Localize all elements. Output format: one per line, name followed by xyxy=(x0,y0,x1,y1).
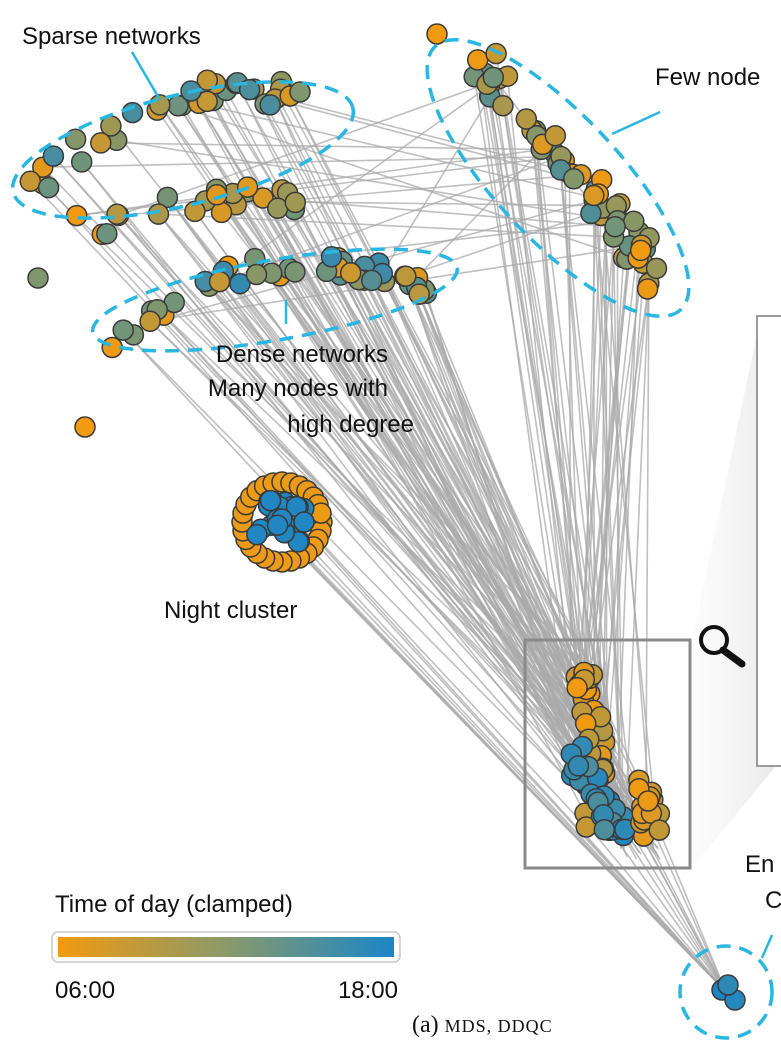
graph-node xyxy=(637,790,659,812)
graph-node xyxy=(284,191,307,214)
graph-node xyxy=(196,90,218,113)
graph-node xyxy=(648,819,671,841)
graph-node xyxy=(563,168,585,190)
graph-node xyxy=(426,23,448,45)
legend-max-label: 18:00 xyxy=(338,977,398,1004)
graph-node xyxy=(293,511,315,533)
graph-node xyxy=(717,974,739,996)
end-cluster-outline xyxy=(678,944,774,1040)
graph-node xyxy=(583,184,605,207)
graph-node xyxy=(604,215,626,238)
high-degree-label: high degree xyxy=(287,411,414,438)
end-cluster-label-1: En xyxy=(745,851,774,878)
few-nodes-outline xyxy=(425,37,691,319)
legend-title: Time of day (clamped) xyxy=(55,891,293,918)
zoom-callout xyxy=(690,315,781,870)
magnifier-icon xyxy=(699,625,746,668)
graph-node xyxy=(485,42,507,65)
graph-node xyxy=(636,278,659,300)
graph-node xyxy=(139,310,161,333)
graph-node xyxy=(339,262,362,284)
night-cluster-label: Night cluster xyxy=(164,597,297,624)
graph-node xyxy=(245,263,268,286)
node-layer xyxy=(19,23,746,1011)
many-nodes-label: Many nodes with xyxy=(208,375,388,402)
legend-min-label: 06:00 xyxy=(55,977,115,1004)
graph-node xyxy=(289,81,311,103)
graph-node xyxy=(360,269,383,292)
caption-prefix: (a) xyxy=(412,1012,445,1038)
legend-gradient-bar xyxy=(58,937,394,957)
caption-method: MDS, DDQC xyxy=(445,1016,553,1036)
graph-node xyxy=(90,132,112,154)
few-nodes-leader-line xyxy=(611,110,661,136)
graph-node xyxy=(37,176,60,199)
graph-node xyxy=(156,186,179,209)
graph-node xyxy=(395,265,417,287)
sparse-networks-outline xyxy=(10,80,356,220)
graph-node xyxy=(515,108,538,130)
few-nodes-label: Few node xyxy=(655,64,760,91)
dense-networks-outline xyxy=(90,247,460,353)
graph-node xyxy=(252,187,274,209)
graph-node xyxy=(259,94,281,116)
graph-node xyxy=(645,257,668,280)
sparse-networks-label: Sparse networks xyxy=(22,23,201,50)
graph-node xyxy=(27,267,49,289)
zoom-region-box xyxy=(523,638,692,870)
dense-networks-label: Dense networks xyxy=(216,341,388,368)
graph-node xyxy=(284,261,306,283)
graph-node xyxy=(492,94,514,117)
graph-node xyxy=(593,818,616,841)
graph-node xyxy=(70,151,93,173)
graph-node xyxy=(544,124,567,147)
graph-node xyxy=(580,202,602,225)
graph-node xyxy=(623,210,645,233)
graph-node xyxy=(19,170,42,193)
graph-node xyxy=(246,523,268,546)
end-cluster-label-2: C xyxy=(765,887,781,914)
graph-node xyxy=(482,66,505,89)
graph-node xyxy=(259,489,282,512)
end-leader-line xyxy=(760,934,774,959)
time-legend: Time of day (clamped) 06:00 18:00 xyxy=(51,891,401,1004)
graph-node xyxy=(266,514,289,536)
graph-node xyxy=(74,416,96,438)
graph-node xyxy=(106,203,128,225)
graph-node xyxy=(184,200,206,223)
graph-node xyxy=(196,69,219,91)
zoom-panel xyxy=(756,315,781,767)
graph-node xyxy=(112,319,134,341)
graph-node xyxy=(566,677,588,699)
graph-node xyxy=(466,49,489,71)
graph-node xyxy=(42,145,65,167)
graph-node xyxy=(567,755,590,777)
graph-node xyxy=(208,270,231,293)
graph-node xyxy=(65,204,88,227)
sparse-leader-line xyxy=(130,51,162,101)
figure-caption: (a) MDS, DDQC xyxy=(412,1012,553,1038)
graph-node xyxy=(96,222,118,245)
graph-node xyxy=(629,239,652,262)
